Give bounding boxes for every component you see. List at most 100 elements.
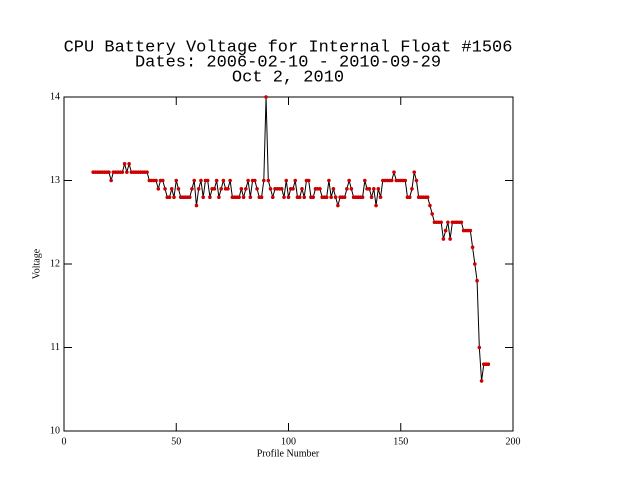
data-point	[363, 178, 367, 183]
data-point	[414, 178, 419, 183]
data-point	[378, 195, 383, 199]
data-point	[360, 195, 365, 199]
data-point	[448, 237, 452, 241]
data-point	[194, 203, 199, 208]
data-point	[333, 195, 338, 199]
data-point	[306, 178, 311, 183]
data-point	[241, 195, 246, 199]
data-point	[446, 220, 450, 225]
data-point	[122, 162, 127, 166]
data-point	[192, 178, 197, 183]
data-point	[172, 195, 176, 199]
data-point	[475, 278, 479, 283]
x-tick-label: 150	[393, 436, 408, 447]
data-point	[459, 220, 464, 225]
data-point	[369, 195, 374, 199]
data-point	[199, 178, 203, 183]
data-point	[324, 195, 329, 199]
data-point	[473, 262, 477, 266]
data-point	[282, 195, 286, 199]
data-point	[300, 187, 304, 191]
data-point	[297, 195, 302, 199]
data-point	[190, 187, 194, 191]
data-point	[270, 195, 275, 199]
data-point	[372, 187, 376, 191]
data-point	[425, 195, 430, 199]
data-point	[470, 245, 475, 250]
data-point	[219, 187, 223, 191]
data-point	[389, 178, 394, 183]
data-point	[403, 178, 408, 183]
data-point	[347, 178, 351, 183]
data-point	[109, 178, 113, 183]
data-point	[205, 178, 210, 183]
data-point	[266, 178, 271, 183]
plot-frame	[63, 96, 514, 432]
data-point	[477, 345, 482, 350]
data-point	[345, 187, 349, 191]
data-point	[412, 170, 417, 174]
data-point	[145, 170, 149, 174]
data-point	[127, 162, 131, 166]
chart-date: Oct 2, 2010	[232, 68, 344, 87]
data-point	[318, 187, 322, 191]
y-tick-label: 13	[50, 175, 60, 186]
data-point	[439, 220, 443, 225]
chart-subtitle: Dates: 2006-02-10 - 2010-09-29	[135, 53, 441, 72]
data-point	[107, 170, 111, 174]
data-point	[268, 187, 273, 191]
data-point	[120, 170, 125, 174]
data-point	[226, 187, 230, 191]
data-point	[212, 187, 217, 191]
data-point	[221, 178, 226, 183]
data-point	[374, 203, 378, 208]
x-axis-label: Profile Number	[257, 448, 320, 459]
data-point	[187, 195, 192, 199]
x-tick-label: 50	[171, 436, 181, 447]
y-tick-label: 10	[50, 425, 60, 436]
data-point	[167, 195, 172, 199]
y-tick-label: 11	[50, 342, 60, 353]
data-point	[443, 228, 448, 233]
data-point	[468, 228, 473, 233]
data-point	[246, 178, 250, 183]
data-point	[291, 187, 295, 191]
data-point	[349, 187, 354, 191]
data-point	[441, 237, 446, 241]
data-point	[248, 195, 253, 199]
data-point	[329, 195, 333, 199]
data-point	[228, 178, 232, 183]
data-point	[169, 187, 174, 191]
data-point	[407, 195, 412, 199]
data-point	[244, 187, 248, 191]
x-tick-label: 0	[62, 436, 67, 447]
data-point	[160, 178, 165, 183]
y-tick-label: 14	[50, 91, 60, 102]
data-point	[154, 178, 158, 183]
data-point	[311, 195, 315, 199]
data-point	[262, 178, 266, 183]
data-point	[125, 170, 129, 174]
data-point	[156, 187, 161, 191]
data-point	[430, 212, 434, 216]
line	[93, 96, 489, 381]
data-point	[376, 187, 381, 191]
data-point	[286, 195, 291, 199]
x-tick-label: 100	[281, 436, 296, 447]
data-point	[201, 195, 205, 199]
data-point	[208, 195, 212, 199]
data-point	[486, 362, 491, 367]
data-point	[293, 178, 298, 183]
data-point	[331, 187, 336, 191]
data-point	[428, 203, 432, 208]
y-tick-label: 12	[50, 258, 60, 269]
data-point	[174, 178, 179, 183]
data-point	[367, 187, 372, 191]
data-point	[327, 178, 331, 183]
data-point	[255, 187, 259, 191]
data-point	[196, 187, 201, 191]
data-point	[237, 195, 241, 199]
x-tick-label: 200	[506, 436, 521, 447]
data-point	[410, 187, 414, 191]
